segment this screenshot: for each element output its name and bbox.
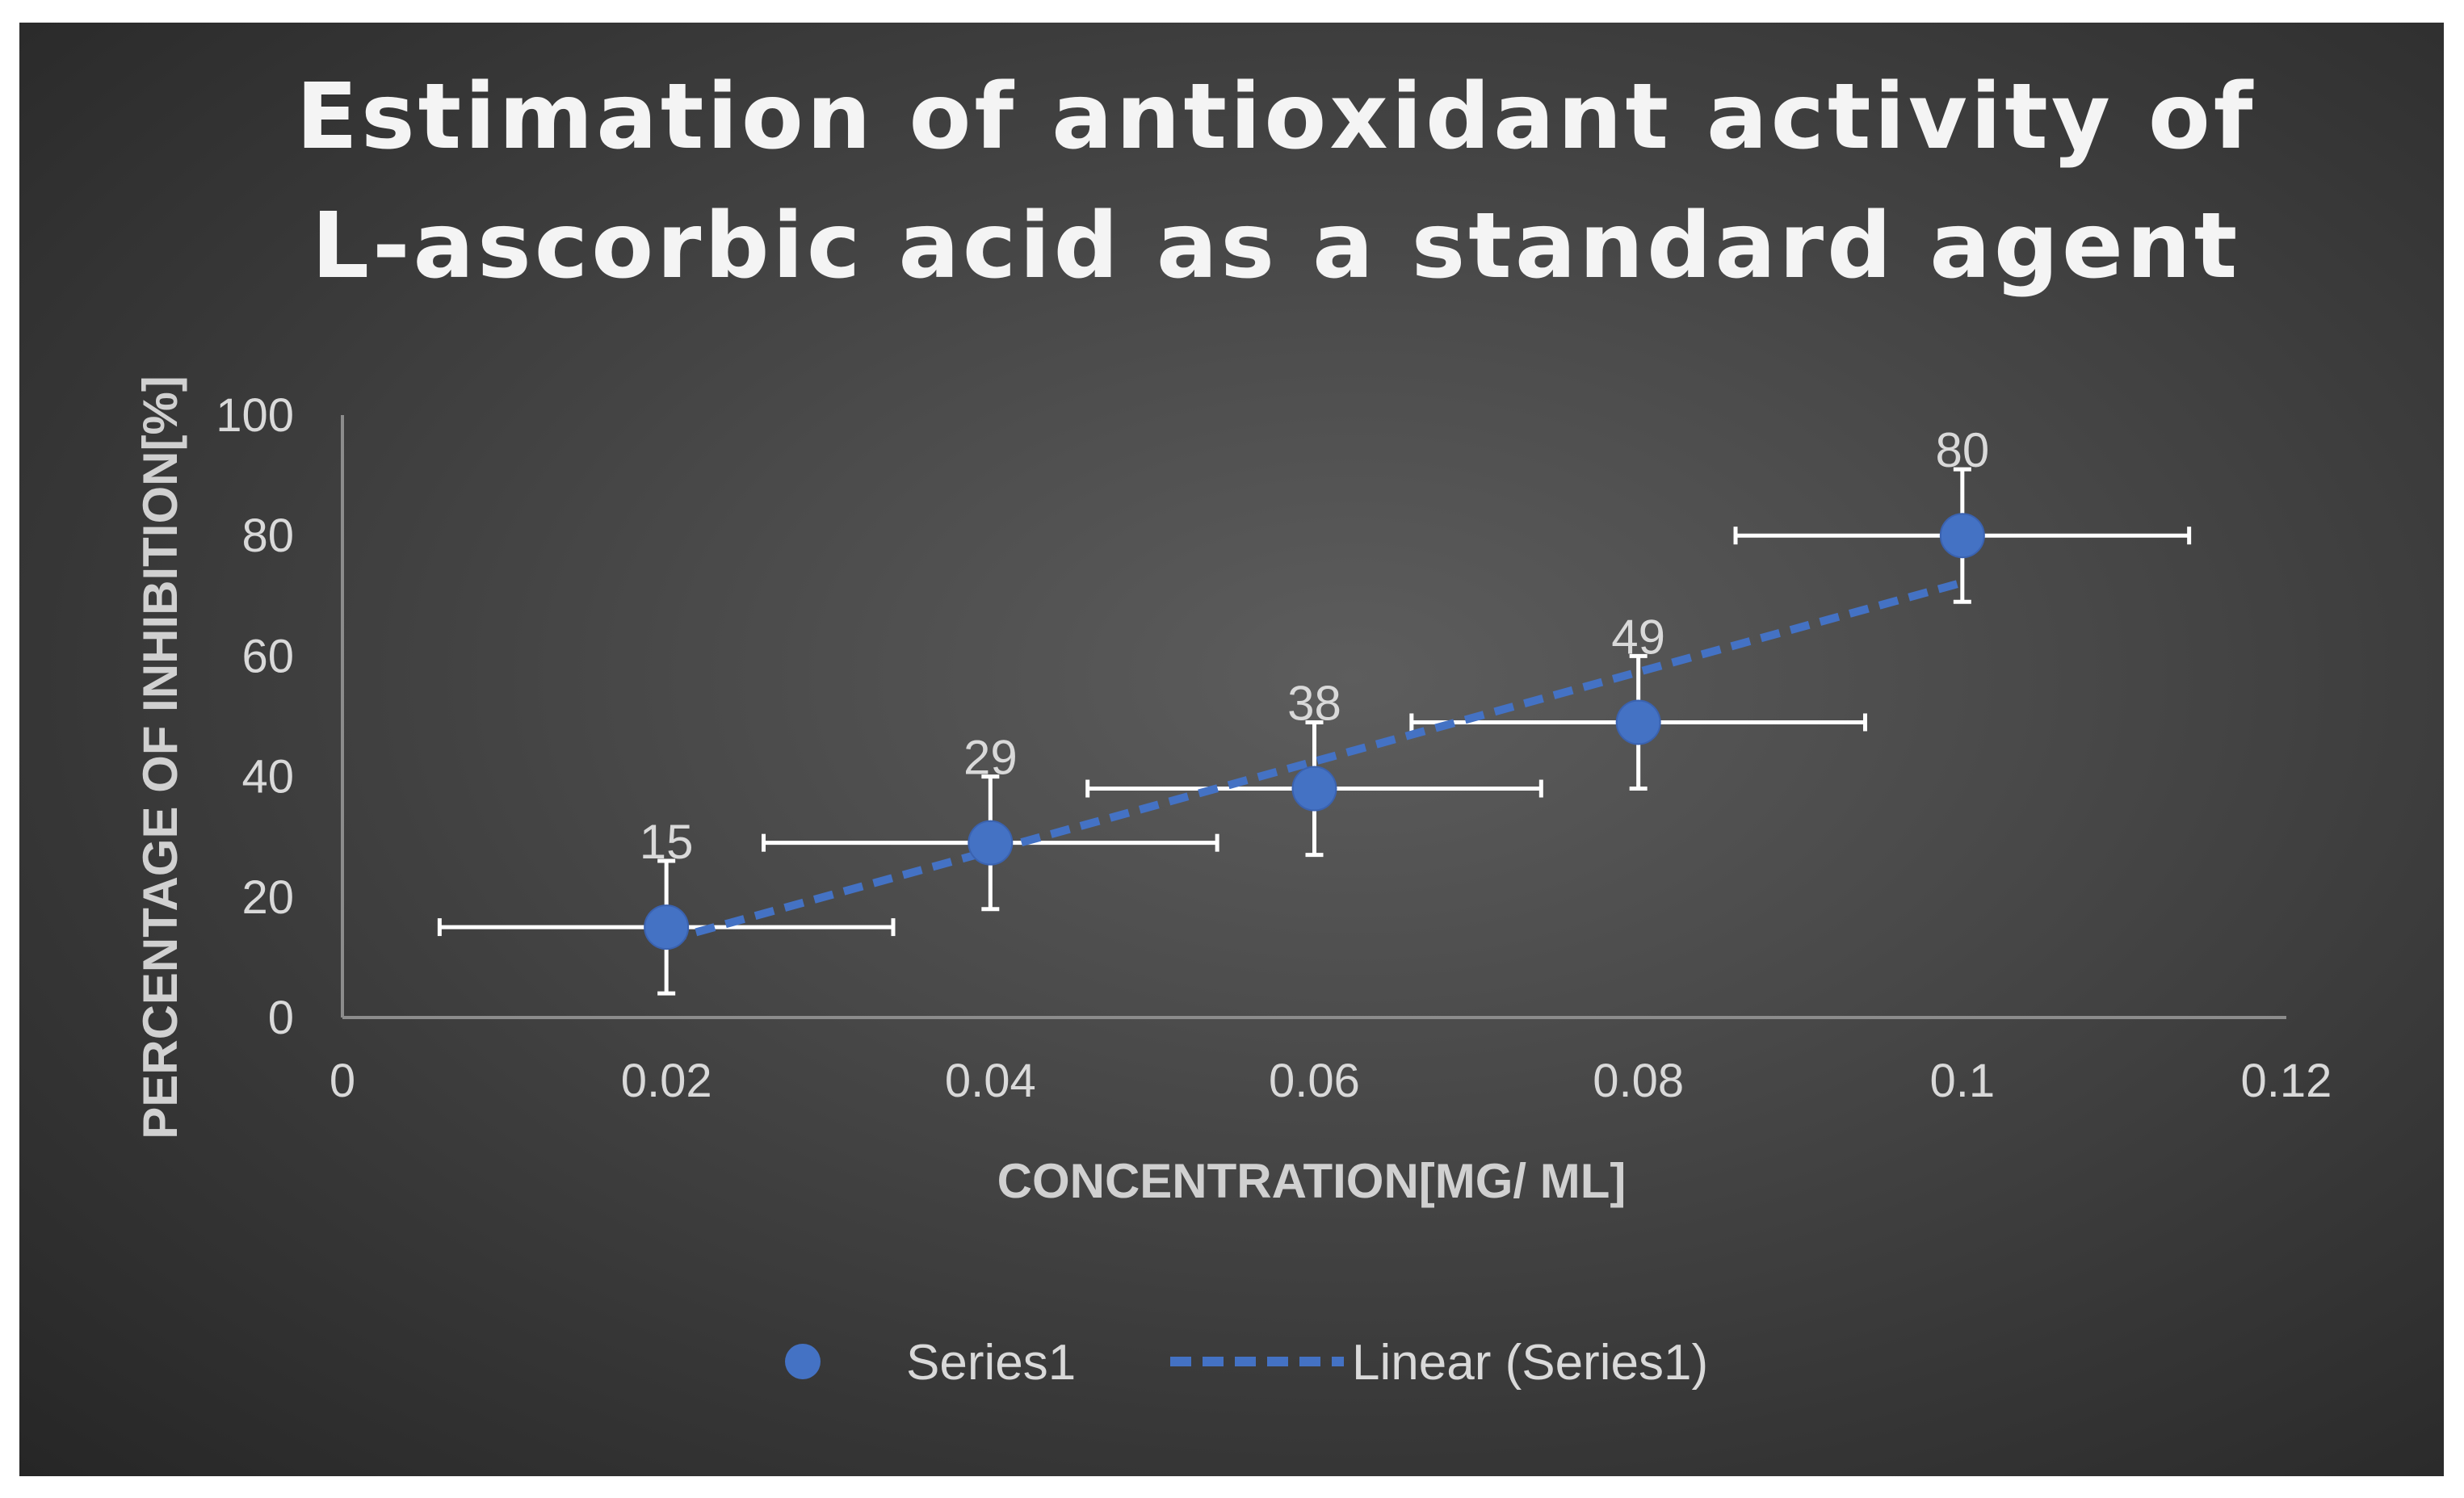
axes bbox=[341, 415, 2286, 1019]
y-tick-label-3: 60 bbox=[241, 630, 294, 682]
data-points bbox=[644, 513, 1985, 950]
trendline-line bbox=[665, 578, 1964, 945]
data-label-1: 29 bbox=[963, 731, 1018, 785]
error-bars bbox=[437, 467, 2192, 996]
chart-svg: Estimation of antioxidant activity of L-… bbox=[133, 65, 2332, 1391]
data-labels: 15 29 38 49 80 bbox=[640, 423, 1989, 869]
y-tick-label-5: 100 bbox=[216, 389, 294, 442]
y-tick-label-0: 0 bbox=[268, 992, 294, 1044]
y-tick-label-4: 80 bbox=[241, 510, 294, 562]
x-tick-label-0: 0 bbox=[330, 1055, 355, 1107]
x-tick-label-3: 0.06 bbox=[1269, 1055, 1360, 1107]
x-tick-label-5: 0.1 bbox=[1930, 1055, 1996, 1107]
data-label-3: 49 bbox=[1611, 610, 1665, 664]
data-point-1 bbox=[968, 820, 1014, 866]
x-axis-title: CONCENTRATION[MG/ ML] bbox=[997, 1154, 1627, 1208]
trendline bbox=[665, 578, 1964, 945]
chart-frame: Estimation of antioxidant activity of L-… bbox=[19, 23, 2444, 1476]
y-tick-labels: 0 20 40 60 80 100 bbox=[216, 389, 294, 1044]
x-tick-label-6: 0.12 bbox=[2241, 1055, 2332, 1107]
chart-title-line-2: L-ascorbic acid as a standard agent bbox=[312, 194, 2241, 299]
x-tick-labels: 0 0.02 0.04 0.06 0.08 0.1 0.12 bbox=[330, 1055, 2332, 1107]
x-tick-label-4: 0.08 bbox=[1593, 1055, 1684, 1107]
chart-title: Estimation of antioxidant activity of L-… bbox=[296, 65, 2256, 299]
x-tick-label-1: 0.02 bbox=[621, 1055, 712, 1107]
y-axis-title: PERCENTAGE OF INHIBITION[%] bbox=[133, 376, 187, 1139]
legend: Series1 Linear (Series1) bbox=[785, 1335, 1708, 1391]
data-label-4: 80 bbox=[1935, 423, 1989, 477]
data-point-2 bbox=[1291, 766, 1337, 812]
data-point-4 bbox=[1939, 513, 1985, 559]
x-tick-label-2: 0.04 bbox=[945, 1055, 1036, 1107]
data-point-0 bbox=[644, 904, 690, 950]
data-label-0: 15 bbox=[640, 815, 694, 869]
legend-label-series1: Series1 bbox=[906, 1335, 1076, 1391]
chart-title-line-1: Estimation of antioxidant activity of bbox=[296, 65, 2256, 170]
legend-marker-series1 bbox=[785, 1344, 821, 1379]
y-tick-label-1: 20 bbox=[241, 871, 294, 924]
legend-label-trendline: Linear (Series1) bbox=[1352, 1335, 1708, 1391]
data-point-3 bbox=[1615, 699, 1661, 745]
data-label-2: 38 bbox=[1287, 677, 1341, 731]
y-tick-label-2: 40 bbox=[241, 751, 294, 804]
